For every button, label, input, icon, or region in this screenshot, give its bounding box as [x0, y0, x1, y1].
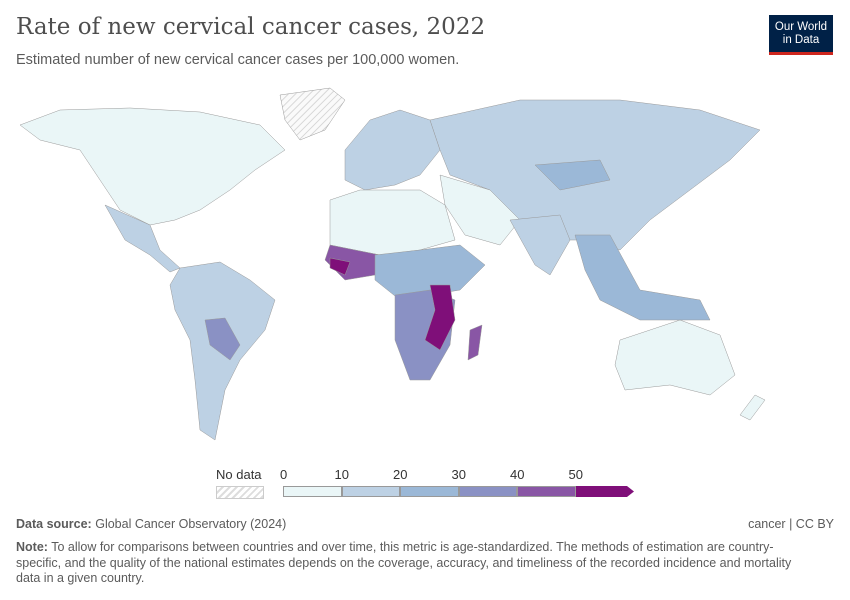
region-europe[interactable] [344, 109, 441, 191]
region-mongolia[interactable] [534, 159, 611, 191]
note-text: To allow for comparisons between countri… [16, 540, 792, 585]
region-mexico-central-america[interactable] [104, 204, 181, 273]
chart-title: Rate of new cervical cancer cases, 2022 [16, 14, 486, 40]
legend-bin [400, 486, 459, 497]
region-north-america[interactable] [19, 107, 286, 226]
legend-tick-label: 30 [451, 467, 466, 482]
region-guinea[interactable] [329, 257, 351, 276]
legend-bin [283, 486, 342, 497]
legend-tick-label: 20 [393, 467, 408, 482]
owid-logo[interactable]: Our World in Data [769, 15, 833, 55]
legend-bin [517, 486, 576, 497]
region-southeast-asia[interactable] [574, 234, 711, 321]
legend-bin [575, 486, 634, 497]
region-new-zealand[interactable] [739, 394, 766, 421]
region-north-africa[interactable] [329, 189, 456, 256]
world-map [19, 87, 766, 441]
legend-tick-label: 0 [280, 467, 288, 482]
legend: No data 0 10 20 30 40 50 [0, 460, 850, 505]
note-label: Note: [16, 540, 48, 554]
region-india[interactable] [509, 214, 571, 276]
legend-tick-label: 50 [568, 467, 583, 482]
region-central-africa[interactable] [374, 244, 486, 301]
legend-bin [341, 486, 400, 497]
region-madagascar[interactable] [467, 324, 483, 361]
region-australia[interactable] [614, 319, 736, 396]
legend-tick-label: 40 [510, 467, 525, 482]
region-bolivia-paraguay[interactable] [204, 317, 241, 361]
license[interactable]: cancer | CC BY [748, 517, 834, 531]
data-source: Data source: Global Cancer Observatory (… [16, 517, 836, 531]
region-greenland[interactable] [279, 87, 346, 141]
source-text[interactable]: Global Cancer Observatory (2024) [95, 517, 287, 531]
legend-no-data-label: No data [216, 467, 262, 482]
source-label: Data source: [16, 517, 92, 531]
chart-subtitle: Estimated number of new cervical cancer … [16, 52, 460, 68]
legend-no-data-swatch [216, 486, 264, 499]
legend-tick-label: 10 [334, 467, 349, 482]
legend-bin [458, 486, 517, 497]
region-east-africa-high[interactable] [424, 284, 456, 351]
note: Note: To allow for comparisons between c… [16, 540, 816, 587]
